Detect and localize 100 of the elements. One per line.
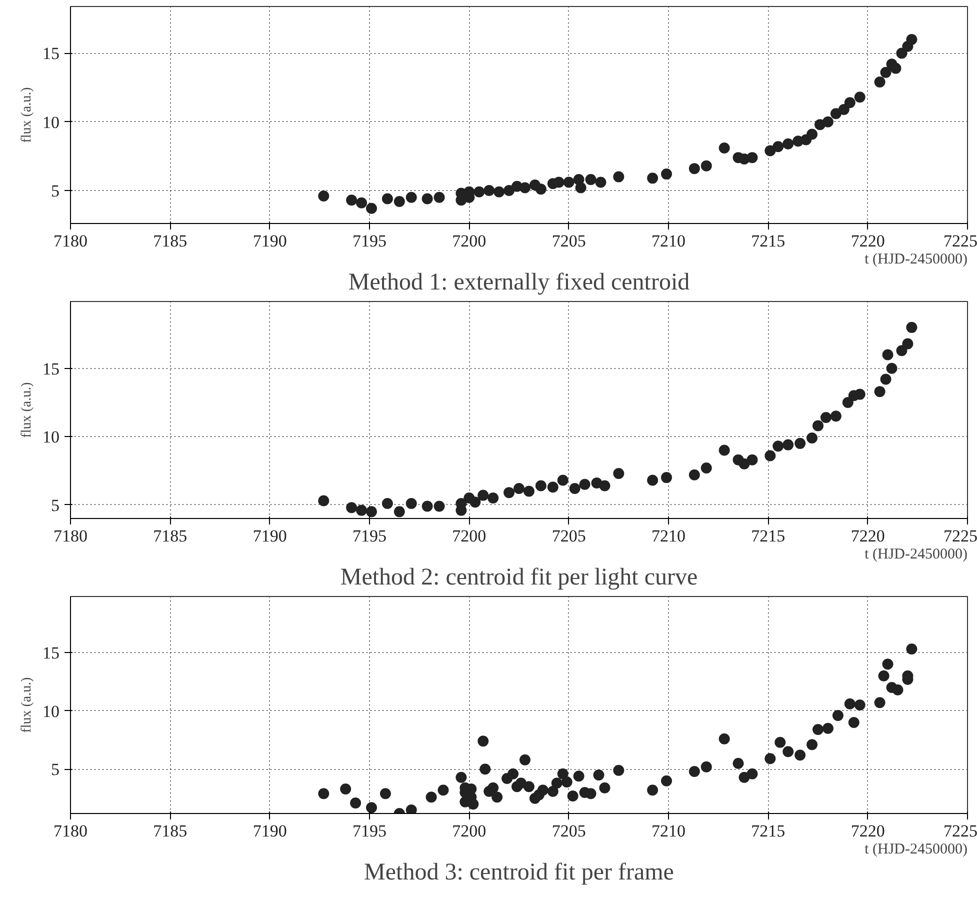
y-tick-label: 15 <box>42 44 60 64</box>
point <box>575 182 586 194</box>
point <box>886 362 898 374</box>
point <box>661 472 672 484</box>
point <box>474 186 485 198</box>
x-tick-label: 7220 <box>850 822 885 840</box>
point <box>764 450 776 462</box>
x-tick-label: 7215 <box>751 232 786 250</box>
point <box>318 495 330 506</box>
x-tick-label: 7215 <box>751 822 786 840</box>
point <box>906 34 918 45</box>
x-tick-label: 7220 <box>850 232 885 250</box>
point <box>494 186 505 198</box>
point <box>535 184 546 195</box>
point <box>830 108 842 120</box>
point <box>356 504 368 516</box>
point <box>772 141 784 152</box>
y-axis-title: flux (a.u.) <box>20 676 34 733</box>
point <box>488 492 499 504</box>
point <box>569 482 580 494</box>
point <box>830 410 842 422</box>
x-tick-label: 7225 <box>944 526 977 546</box>
text: Method 3: centroid fit per frame <box>364 860 674 886</box>
point <box>346 194 358 206</box>
point <box>880 66 892 78</box>
point <box>478 490 489 501</box>
x-tick-label: 7215 <box>751 526 786 546</box>
point <box>738 458 750 470</box>
point <box>772 440 784 452</box>
x-tick-label: 7185 <box>153 822 188 840</box>
x-tick-label: 7190 <box>252 822 287 840</box>
point <box>535 480 546 492</box>
x-tick-label: 7205 <box>552 526 586 546</box>
x-tick-label: 7205 <box>552 822 586 840</box>
x-tick-label: 7200 <box>452 822 486 840</box>
point <box>394 506 405 518</box>
point <box>318 190 330 202</box>
x-tick-label: 7210 <box>652 232 686 250</box>
point <box>854 92 866 103</box>
point <box>422 500 433 512</box>
point <box>882 349 894 360</box>
x-tick-label: 7195 <box>352 526 386 546</box>
point <box>406 498 417 509</box>
point <box>523 486 534 497</box>
point <box>906 322 918 333</box>
x-tick-label: 7210 <box>652 526 686 546</box>
text: Method 2: centroid fit per light curve <box>340 564 698 590</box>
point <box>844 97 856 108</box>
point <box>599 480 610 492</box>
point <box>464 492 475 504</box>
point <box>484 185 495 196</box>
point <box>547 482 558 493</box>
point <box>553 176 564 188</box>
y-axis-title: flux (a.u.) <box>20 382 34 438</box>
y-tick-label: 5 <box>51 496 60 515</box>
y-tick-label: 10 <box>42 702 60 721</box>
point <box>504 185 515 196</box>
point <box>557 474 568 486</box>
point <box>806 128 818 140</box>
y-tick-label: 15 <box>42 644 60 662</box>
x-axis-title: t (HJD-2450000) <box>864 252 968 268</box>
point <box>406 192 417 203</box>
y-tick-label: 5 <box>51 760 60 780</box>
point <box>874 386 886 398</box>
point <box>613 468 624 479</box>
point <box>746 454 758 466</box>
point <box>812 420 824 432</box>
point <box>746 152 758 164</box>
point <box>579 478 590 490</box>
x-tick-label: 7190 <box>252 232 287 250</box>
point <box>422 193 433 204</box>
point <box>842 397 854 408</box>
point <box>366 506 377 518</box>
point <box>434 192 445 203</box>
point <box>688 469 700 480</box>
point <box>794 438 806 449</box>
point <box>718 444 730 456</box>
x-tick-label: 7200 <box>452 526 486 546</box>
point <box>346 502 358 514</box>
point <box>382 193 393 204</box>
point <box>595 176 606 188</box>
point <box>838 104 850 115</box>
point <box>661 168 672 180</box>
x-tick-label: 7225 <box>944 232 977 250</box>
point <box>782 439 794 450</box>
point <box>880 374 892 385</box>
point <box>854 388 866 400</box>
x-tick-label: 7185 <box>153 232 188 250</box>
point <box>806 432 818 444</box>
point <box>366 202 377 214</box>
point <box>394 196 405 208</box>
point <box>764 145 776 156</box>
x-tick-label: 7190 <box>252 526 287 546</box>
x-tick-label: 7180 <box>54 822 88 840</box>
text: Method 1: externally fixed centroid <box>348 270 690 296</box>
x-tick-label: 7180 <box>54 526 88 546</box>
x-tick-label: 7185 <box>153 526 188 546</box>
x-tick-label: 7200 <box>452 232 486 250</box>
point <box>902 338 914 350</box>
point <box>647 172 658 184</box>
